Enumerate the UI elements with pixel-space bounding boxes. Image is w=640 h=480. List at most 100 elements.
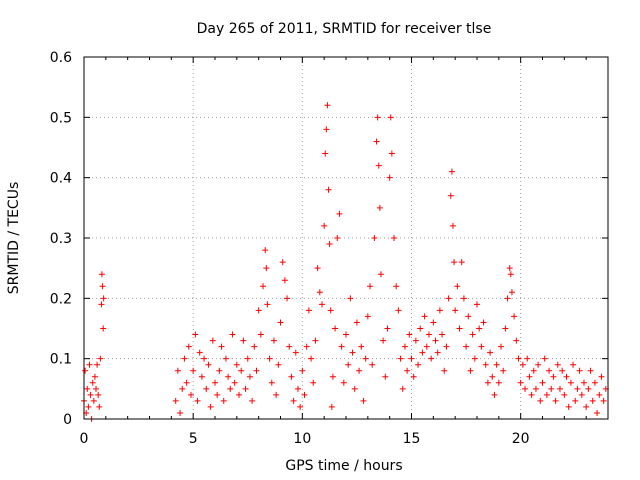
data-point xyxy=(270,337,277,344)
data-point xyxy=(393,283,400,290)
data-point xyxy=(449,222,456,229)
data-point xyxy=(548,385,555,392)
data-point xyxy=(340,379,347,386)
data-point xyxy=(194,397,201,404)
data-point xyxy=(209,337,216,344)
y-tick-label: 0.1 xyxy=(50,352,72,368)
data-point xyxy=(439,331,446,338)
data-point xyxy=(565,403,572,410)
data-point xyxy=(506,265,513,272)
data-point xyxy=(384,325,391,332)
data-point xyxy=(371,235,378,241)
data-point xyxy=(587,367,594,374)
data-point xyxy=(229,331,236,338)
y-tick-label: 0.4 xyxy=(50,171,72,187)
data-point xyxy=(401,343,408,350)
data-point xyxy=(305,307,312,314)
data-point xyxy=(502,325,509,332)
data-point xyxy=(227,385,234,392)
data-point xyxy=(387,114,394,121)
data-point xyxy=(395,307,402,314)
data-point xyxy=(99,283,106,290)
data-point xyxy=(507,271,514,278)
data-point xyxy=(528,391,535,398)
data-point xyxy=(482,361,489,368)
data-point xyxy=(508,289,515,296)
data-point xyxy=(253,367,260,374)
data-point xyxy=(447,192,454,199)
data-point xyxy=(86,361,93,368)
data-point xyxy=(185,343,192,350)
data-point xyxy=(196,349,203,356)
data-point xyxy=(231,379,238,386)
data-point xyxy=(343,331,349,338)
data-point xyxy=(515,355,522,362)
data-point xyxy=(386,174,393,181)
grid-lines xyxy=(84,57,608,419)
data-point xyxy=(469,331,476,338)
data-point xyxy=(198,373,205,380)
data-point xyxy=(94,361,101,368)
data-point xyxy=(406,331,413,338)
data-point xyxy=(454,283,461,290)
data-point xyxy=(543,391,550,398)
data-point xyxy=(487,349,494,356)
data-point xyxy=(451,259,458,266)
data-point xyxy=(600,397,607,404)
data-point xyxy=(353,319,360,326)
data-point xyxy=(327,307,334,314)
data-point xyxy=(244,355,251,362)
data-point xyxy=(476,325,483,332)
data-point xyxy=(279,259,286,266)
data-point xyxy=(436,307,443,314)
data-point xyxy=(589,397,596,404)
data-point xyxy=(263,265,270,272)
data-point xyxy=(598,373,605,380)
data-point xyxy=(467,367,474,374)
data-point xyxy=(84,385,91,392)
data-point xyxy=(583,403,590,410)
data-point xyxy=(524,355,531,362)
data-point xyxy=(478,343,485,350)
data-point xyxy=(522,385,529,392)
data-point xyxy=(574,385,581,392)
y-tick-label: 0.5 xyxy=(50,110,72,126)
data-point xyxy=(552,397,559,404)
data-point xyxy=(576,367,583,374)
x-tick-labels: 0 5 10 15 20 xyxy=(80,431,530,447)
data-point xyxy=(329,373,336,380)
data-point xyxy=(100,325,107,332)
data-point xyxy=(87,391,94,398)
data-point xyxy=(322,150,329,157)
data-point xyxy=(93,385,100,392)
data-point xyxy=(260,283,267,290)
data-point xyxy=(82,367,89,374)
data-point xyxy=(233,361,240,368)
data-point xyxy=(97,355,104,362)
data-point xyxy=(251,343,258,350)
data-point xyxy=(480,319,487,326)
data-point xyxy=(463,343,470,350)
data-point xyxy=(351,385,358,392)
data-point xyxy=(238,367,245,374)
data-point xyxy=(537,397,544,404)
data-point xyxy=(205,361,212,368)
data-point xyxy=(216,367,223,374)
data-point xyxy=(183,379,190,386)
data-point xyxy=(240,337,247,344)
data-point xyxy=(434,349,441,356)
data-point xyxy=(246,373,253,380)
data-point xyxy=(491,391,498,398)
data-point xyxy=(417,325,424,332)
y-tick-label: 0.3 xyxy=(50,231,72,247)
data-point xyxy=(373,138,380,145)
data-point xyxy=(89,379,96,386)
data-point xyxy=(85,403,92,410)
data-point xyxy=(187,391,194,398)
data-point xyxy=(535,361,542,368)
data-point xyxy=(580,379,587,386)
data-point xyxy=(585,385,592,392)
data-point xyxy=(277,319,284,326)
data-point xyxy=(559,367,566,374)
